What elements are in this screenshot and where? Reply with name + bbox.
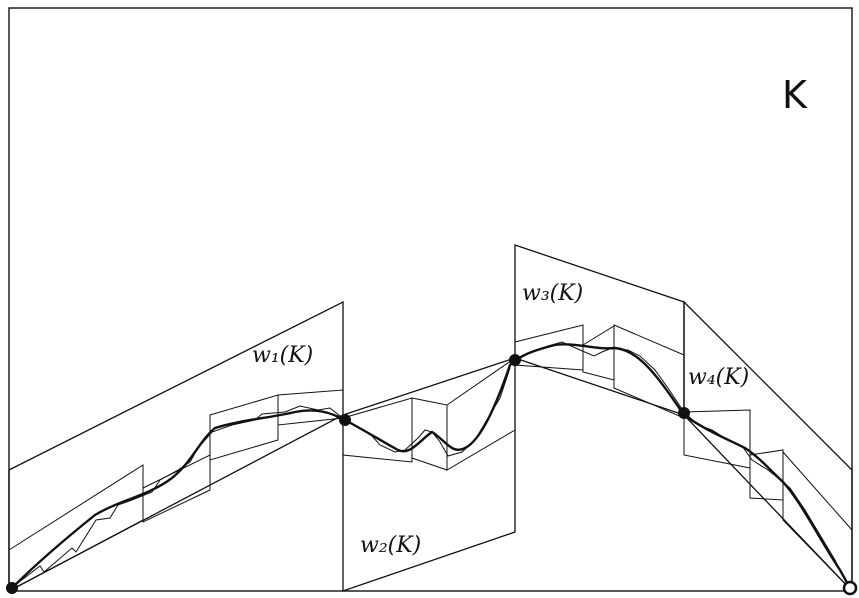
junction-dot-1	[339, 414, 351, 426]
w2-parallelogram	[342, 357, 516, 592]
junction-dot-4	[842, 580, 858, 596]
attractor-curve	[11, 341, 852, 589]
label-w1: w₁(K)	[252, 343, 313, 368]
label-w2: w₂(K)	[360, 533, 421, 558]
junction-dot-0	[6, 582, 18, 594]
label-w3: w₃(K)	[522, 281, 583, 306]
outer-frame	[8, 7, 853, 592]
junction-dot-2	[509, 354, 521, 366]
label-w4: w₄(K)	[688, 365, 749, 390]
w3-parallelogram	[514, 244, 685, 416]
junction-points	[6, 354, 858, 596]
label-k: K	[782, 73, 808, 117]
junction-dot-3	[678, 407, 690, 419]
